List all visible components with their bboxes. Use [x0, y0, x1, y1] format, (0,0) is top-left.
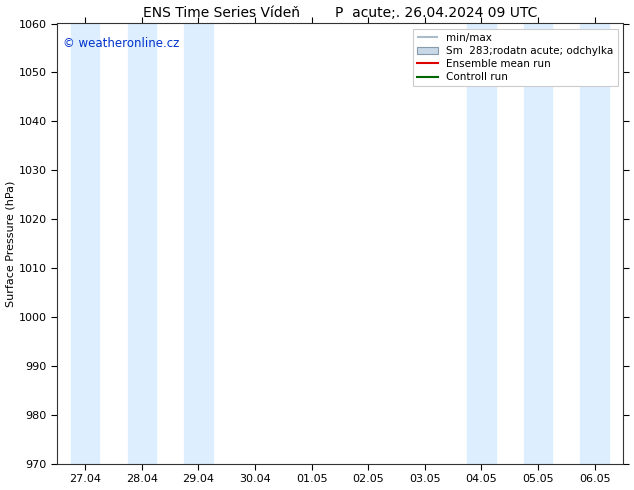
- Text: © weatheronline.cz: © weatheronline.cz: [63, 37, 179, 49]
- Bar: [127, 24, 156, 464]
- Title: ENS Time Series Vídeň        P  acute;. 26.04.2024 09 UTC: ENS Time Series Vídeň P acute;. 26.04.20…: [143, 5, 537, 20]
- Bar: [581, 24, 609, 464]
- Bar: [71, 24, 100, 464]
- Y-axis label: Surface Pressure (hPa): Surface Pressure (hPa): [6, 181, 16, 307]
- Legend: min/max, Sm  283;rodatn acute; odchylka, Ensemble mean run, Controll run: min/max, Sm 283;rodatn acute; odchylka, …: [413, 29, 618, 86]
- Bar: [184, 24, 212, 464]
- Bar: [467, 24, 496, 464]
- Bar: [524, 24, 552, 464]
